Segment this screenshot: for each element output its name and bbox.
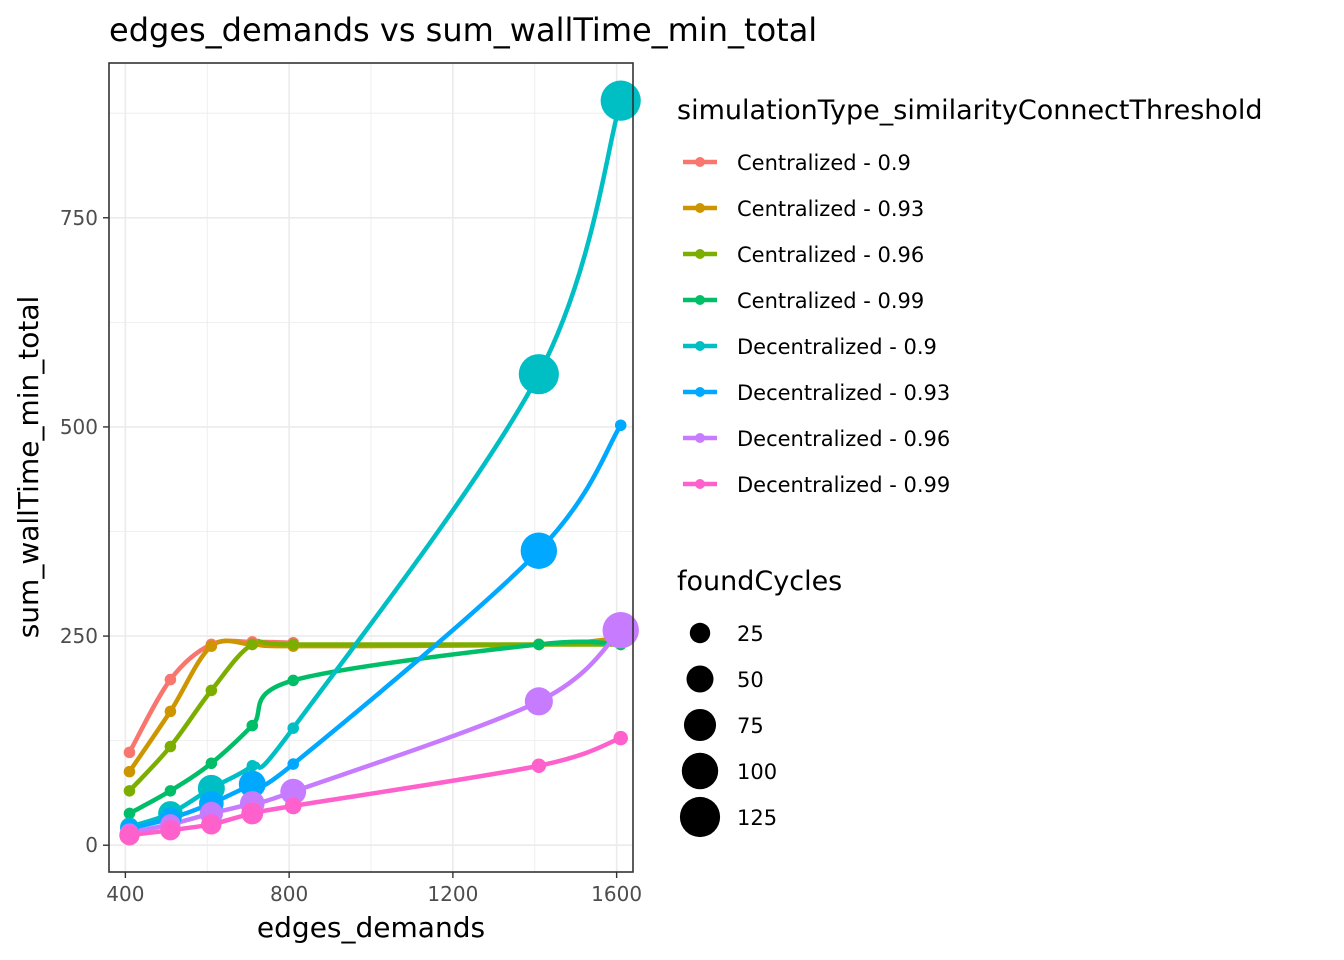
data-point-4-5 [518, 354, 559, 395]
size-legend-label: 75 [737, 714, 764, 738]
y-tick-label: 750 [60, 206, 98, 230]
size-legend-entry-3: 100 [681, 752, 777, 790]
legend-entry-4: Decentralized - 0.9 [683, 335, 937, 359]
legend-entry-label: Decentralized - 0.9 [737, 335, 937, 359]
legend-key-point [695, 433, 705, 443]
legend-entry-0: Centralized - 0.9 [683, 151, 911, 175]
data-point-5-4 [287, 758, 299, 770]
y-tick-label: 0 [85, 833, 98, 857]
size-legend-key [689, 622, 711, 644]
size-legend-entries: 25 50 75 100 125 [679, 622, 777, 838]
size-legend-label: 100 [737, 760, 777, 784]
x-tick-label: 1600 [591, 882, 642, 906]
data-point-3-5 [533, 638, 545, 651]
legend-entry-label: Centralized - 0.96 [737, 243, 924, 267]
data-point-2-2 [205, 684, 218, 697]
x-tick-label: 1200 [427, 882, 478, 906]
size-legend-label: 25 [737, 622, 764, 646]
y-tick-label: 500 [60, 415, 98, 439]
size-legend-label: 50 [737, 668, 764, 692]
data-point-2-4 [287, 638, 299, 651]
data-point-3-4 [287, 674, 299, 687]
size-legend-key [681, 752, 719, 790]
legend-key-point [695, 249, 705, 259]
data-point-0-1 [164, 673, 177, 686]
data-point-3-2 [205, 757, 218, 770]
data-point-3-0 [123, 807, 136, 820]
size-legend-entry-2: 75 [683, 708, 764, 742]
y-axis-title: sum_wallTime_min_total [12, 296, 45, 639]
size-legend-entry-0: 25 [689, 622, 764, 646]
color-legend-title: simulationType_similarityConnectThreshol… [677, 95, 1263, 126]
legend-entry-1: Centralized - 0.93 [683, 197, 924, 221]
data-point-5-5 [520, 532, 558, 569]
y-tick-label: 250 [60, 624, 98, 648]
x-axis-title: edges_demands [257, 911, 485, 944]
data-point-1-0 [123, 765, 136, 778]
legend-key-point [695, 479, 705, 489]
size-legend-key [686, 665, 714, 693]
size-legend-entry-4: 125 [679, 796, 777, 838]
data-point-5-6 [614, 419, 627, 432]
data-point-1-1 [164, 705, 177, 718]
data-point-6-6 [602, 612, 639, 649]
data-point-0-0 [123, 746, 136, 759]
series-points [119, 80, 641, 846]
data-point-7-3 [241, 802, 264, 825]
legend-entry-7: Decentralized - 0.99 [683, 473, 950, 497]
legend-key-point [695, 203, 705, 213]
legend-entry-label: Centralized - 0.93 [737, 197, 924, 221]
legend-key-point [695, 157, 705, 167]
data-point-2-1 [164, 740, 177, 753]
data-point-7-6 [613, 730, 628, 746]
data-point-7-5 [531, 758, 547, 774]
legend-key-point [695, 387, 705, 397]
data-point-5-3 [238, 770, 266, 798]
data-point-6-4 [280, 778, 307, 805]
legend-entry-label: Centralized - 0.99 [737, 289, 924, 313]
size-legend-label: 125 [737, 806, 777, 830]
data-point-3-1 [164, 785, 177, 797]
data-point-2-3 [246, 638, 259, 651]
data-point-7-4 [284, 797, 302, 815]
legend-key-point [695, 341, 705, 351]
size-legend-key [679, 796, 721, 838]
data-point-6-5 [524, 687, 553, 716]
legend-entry-label: Decentralized - 0.99 [737, 473, 950, 497]
legend-entry-6: Decentralized - 0.96 [683, 427, 950, 451]
legend-entry-label: Decentralized - 0.96 [737, 427, 950, 451]
data-point-1-2 [205, 640, 218, 652]
size-legend-title: foundCycles [677, 566, 842, 597]
data-point-2-0 [123, 785, 136, 797]
data-point-4-6 [600, 80, 641, 121]
legend-entry-3: Centralized - 0.99 [683, 289, 924, 313]
legend-entry-2: Centralized - 0.96 [683, 243, 924, 267]
x-tick-label: 800 [270, 882, 308, 906]
color-legend-entries: Centralized - 0.9 Centralized - 0.93 Centr… [683, 151, 950, 497]
plot-border [108, 62, 634, 873]
legend-key-point [695, 295, 705, 305]
data-point-3-3 [246, 719, 259, 732]
data-point-7-0 [119, 824, 140, 846]
chart-title: edges_demands vs sum_wallTime_min_total [109, 11, 817, 49]
legend-entry-5: Decentralized - 0.93 [683, 381, 950, 405]
x-tick-label: 400 [106, 882, 144, 906]
size-legend-key [683, 708, 717, 742]
legend-entry-label: Centralized - 0.9 [737, 151, 911, 175]
legend: simulationType_similarityConnectThreshol… [677, 95, 1263, 838]
data-point-7-2 [201, 814, 222, 835]
size-legend-entry-1: 50 [686, 665, 764, 693]
legend-entry-label: Decentralized - 0.93 [737, 381, 950, 405]
data-point-7-1 [160, 819, 181, 841]
data-point-4-3 [246, 759, 259, 772]
axes: 0 250 500 750 400 800 1200 1600 [60, 206, 642, 906]
data-point-4-4 [287, 722, 299, 734]
